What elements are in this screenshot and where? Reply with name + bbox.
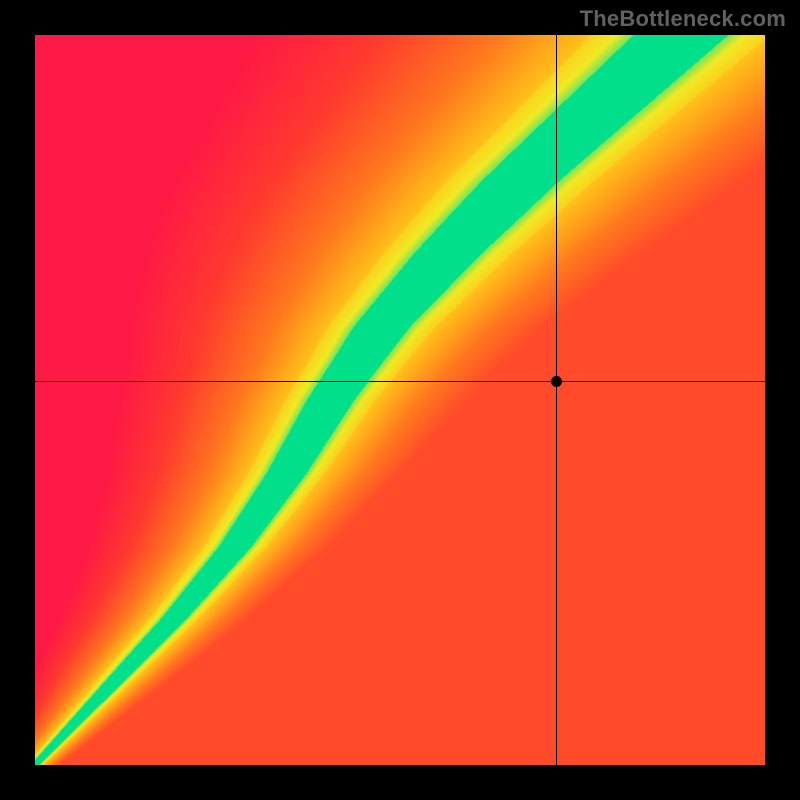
watermark-text: TheBottleneck.com [580, 6, 786, 32]
bottleneck-heatmap [35, 35, 765, 765]
crosshair-vertical [556, 35, 557, 765]
figure-container: TheBottleneck.com [0, 0, 800, 800]
crosshair-horizontal [35, 381, 765, 382]
